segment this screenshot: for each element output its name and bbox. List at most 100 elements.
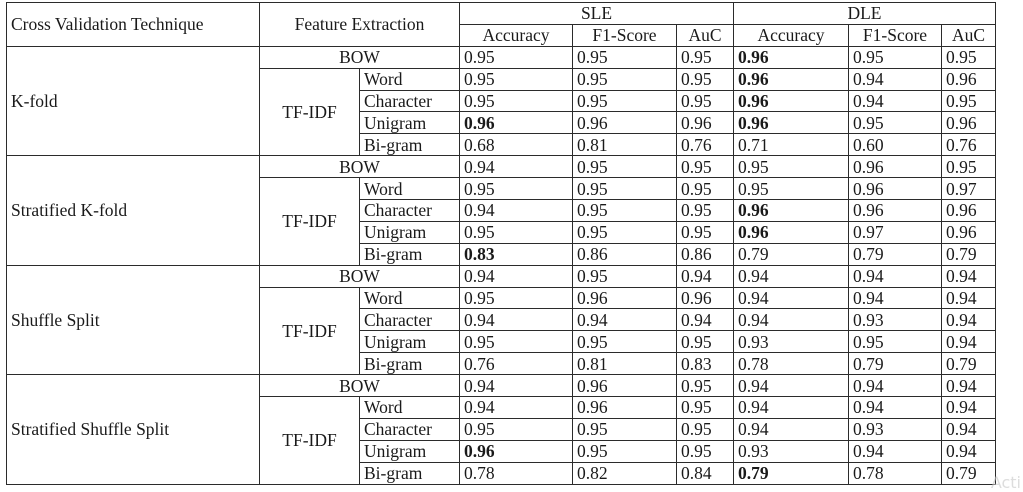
header-metric-dle-f1: F1-Score	[848, 23, 942, 47]
header-feature-extraction: Feature Extraction	[259, 2, 460, 47]
metric-value-cell: 0.96	[733, 45, 849, 69]
metric-value-cell: 0.95	[572, 330, 677, 354]
metric-value-cell: 0.93	[733, 330, 849, 354]
metric-value-cell: 0.94	[848, 286, 942, 310]
metric-value-cell: 0.95	[941, 45, 996, 69]
metric-value-cell: 0.94	[733, 286, 849, 310]
feature-name-cell: Character	[359, 199, 460, 222]
feature-name-cell: Word	[359, 286, 460, 310]
metric-value-cell: 0.79	[848, 242, 942, 266]
metric-value-cell: 0.95	[676, 155, 734, 179]
metric-value-cell: 0.94	[733, 308, 849, 332]
table-row: Character 0.94 0.94 0.94 0.94 0.93 0.94	[7, 308, 996, 332]
header-metric-sle-f1: F1-Score	[572, 23, 677, 47]
metric-value-cell: 0.96	[572, 374, 677, 398]
metric-value-cell: 0.95	[676, 439, 734, 463]
metric-value-cell: 0.93	[848, 417, 942, 441]
metric-value-cell: 0.95	[572, 67, 677, 91]
metric-value-cell: 0.95	[459, 286, 573, 310]
feature-bow-cell: BOW	[259, 45, 460, 69]
metric-value-cell: 0.96	[676, 286, 734, 310]
feature-name-cell: Word	[359, 396, 460, 419]
metric-value-cell: 0.95	[676, 220, 734, 244]
metric-value-cell: 0.95	[848, 45, 942, 69]
metric-value-cell: 0.95	[572, 439, 677, 463]
metric-value-cell: 0.94	[572, 308, 677, 332]
metric-value-cell: 0.96	[459, 439, 573, 463]
metric-value-cell: 0.95	[676, 330, 734, 354]
feature-name-cell: Character	[359, 417, 460, 441]
metric-value-cell: 0.95	[459, 177, 573, 201]
metric-value-cell: 0.95	[572, 155, 677, 179]
metric-value-cell: 0.96	[941, 199, 996, 222]
activation-watermark: Acti	[990, 473, 1021, 492]
metric-value-cell: 0.95	[848, 111, 942, 135]
metric-value-cell: 0.96	[941, 67, 996, 91]
header-metric-dle-accuracy: Accuracy	[733, 23, 849, 47]
metric-value-cell: 0.94	[733, 417, 849, 441]
header-metric-sle-accuracy: Accuracy	[459, 23, 573, 47]
metric-value-cell: 0.94	[733, 396, 849, 419]
table-row: Unigram 0.95 0.95 0.95 0.96 0.97 0.96	[7, 220, 996, 244]
feature-name-cell: Unigram	[359, 111, 460, 135]
cv-technique-cell: Shuffle Split	[6, 264, 260, 376]
metric-value-cell: 0.97	[941, 177, 996, 201]
metric-value-cell: 0.94	[848, 396, 942, 419]
metric-value-cell: 0.95	[459, 417, 573, 441]
metric-value-cell: 0.96	[733, 89, 849, 113]
feature-name-cell: Bi-gram	[359, 242, 460, 266]
metric-value-cell: 0.96	[572, 111, 677, 135]
feature-name-cell: Unigram	[359, 330, 460, 354]
metric-value-cell: 0.95	[676, 89, 734, 113]
metric-value-cell: 0.94	[848, 67, 942, 91]
metric-value-cell: 0.96	[733, 67, 849, 91]
table-row: TF-IDF Word 0.95 0.95 0.95 0.96 0.94 0.96	[7, 67, 996, 157]
metric-value-cell: 0.94	[848, 374, 942, 398]
metric-value-cell: 0.79	[941, 242, 996, 266]
header-cv-technique: Cross Validation Technique	[6, 2, 260, 47]
feature-name-cell: Word	[359, 67, 460, 91]
metric-value-cell: 0.86	[676, 242, 734, 266]
metric-value-cell: 0.95	[572, 199, 677, 222]
tfidf-label-cell: TF-IDF	[259, 286, 360, 376]
header-sle: SLE	[459, 2, 734, 25]
metric-value-cell: 0.95	[676, 177, 734, 201]
feature-bow-cell: BOW	[259, 264, 460, 288]
metric-value-cell: 0.95	[459, 89, 573, 113]
metric-value-cell: 0.95	[459, 330, 573, 354]
metric-value-cell: 0.95	[676, 199, 734, 222]
metric-value-cell: 0.95	[572, 264, 677, 288]
metric-value-cell: 0.94	[459, 155, 573, 179]
metric-value-cell: 0.81	[572, 133, 677, 157]
cv-technique-cell: Stratified K-fold	[6, 155, 260, 266]
metric-value-cell: 0.60	[848, 133, 942, 157]
metric-value-cell: 0.76	[941, 133, 996, 157]
table-row: Bi-gram 0.78 0.82 0.84 0.79 0.78 0.79	[7, 461, 996, 485]
metric-value-cell: 0.94	[941, 286, 996, 310]
metric-value-cell: 0.86	[572, 242, 677, 266]
header-metric-dle-auc: AuC	[941, 23, 996, 47]
metric-value-cell: 0.96	[941, 220, 996, 244]
metric-value-cell: 0.81	[572, 352, 677, 376]
metric-value-cell: 0.94	[941, 308, 996, 332]
metric-value-cell: 0.94	[941, 374, 996, 398]
metric-value-cell: 0.83	[676, 352, 734, 376]
metric-value-cell: 0.96	[848, 155, 942, 179]
metric-value-cell: 0.94	[848, 264, 942, 288]
metric-value-cell: 0.96	[676, 111, 734, 135]
metric-value-cell: 0.76	[459, 352, 573, 376]
metric-value-cell: 0.95	[572, 45, 677, 69]
table-row: TF-IDF Word 0.95 0.96 0.96 0.94 0.94 0.94	[7, 286, 996, 376]
metric-value-cell: 0.95	[459, 45, 573, 69]
metric-value-cell: 0.94	[941, 264, 996, 288]
metric-value-cell: 0.79	[941, 352, 996, 376]
metric-value-cell: 0.94	[733, 264, 849, 288]
table-row: Unigram 0.96 0.95 0.95 0.93 0.94 0.94	[7, 439, 996, 463]
header-row-2: Accuracy F1-Score AuC Accuracy F1-Score …	[7, 23, 996, 47]
feature-bow-cell: BOW	[259, 155, 460, 179]
tfidf-label-cell: TF-IDF	[259, 67, 360, 157]
metric-value-cell: 0.82	[572, 461, 677, 485]
metric-value-cell: 0.95	[572, 417, 677, 441]
header-row-1: Cross Validation Technique Feature Extra…	[6, 2, 996, 47]
metric-value-cell: 0.96	[459, 111, 573, 135]
